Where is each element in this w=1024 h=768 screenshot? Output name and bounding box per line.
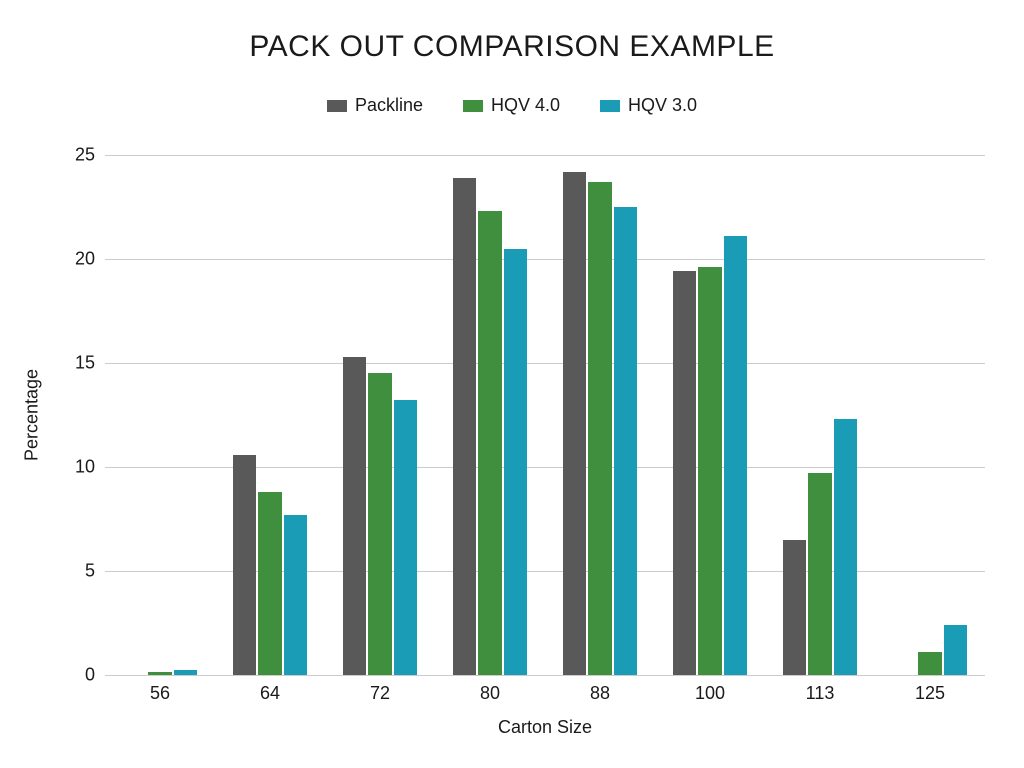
- x-axis-label: Carton Size: [498, 717, 592, 738]
- legend-swatch: [327, 100, 347, 112]
- x-tick-label: 72: [370, 675, 390, 704]
- chart-legend: Packline HQV 4.0 HQV 3.0: [0, 95, 1024, 116]
- bar: [174, 670, 198, 675]
- bar: [944, 625, 968, 675]
- bar: [233, 455, 257, 675]
- bar: [148, 672, 172, 675]
- legend-label: HQV 3.0: [628, 95, 697, 116]
- legend-swatch: [463, 100, 483, 112]
- plot-area: Percentage Carton Size 05101520255664728…: [105, 155, 985, 675]
- bar: [808, 473, 832, 675]
- bar: [258, 492, 282, 675]
- legend-label: HQV 4.0: [491, 95, 560, 116]
- y-tick-label: 5: [85, 561, 105, 582]
- legend-item: Packline: [327, 95, 423, 116]
- legend-item: HQV 3.0: [600, 95, 697, 116]
- legend-swatch: [600, 100, 620, 112]
- bar: [783, 540, 807, 675]
- bar: [563, 172, 587, 675]
- grid-line: [105, 155, 985, 156]
- bar: [394, 400, 418, 675]
- x-tick-label: 88: [590, 675, 610, 704]
- bar: [284, 515, 308, 675]
- y-axis-label: Percentage: [22, 369, 43, 461]
- y-tick-label: 20: [75, 249, 105, 270]
- grid-line: [105, 363, 985, 364]
- y-tick-label: 25: [75, 145, 105, 166]
- chart-container: PACK OUT COMPARISON EXAMPLE Packline HQV …: [0, 0, 1024, 768]
- grid-line: [105, 675, 985, 676]
- legend-label: Packline: [355, 95, 423, 116]
- bar: [673, 271, 697, 675]
- bar: [698, 267, 722, 675]
- y-tick-label: 15: [75, 353, 105, 374]
- bar: [724, 236, 748, 675]
- bar: [453, 178, 477, 675]
- bar: [834, 419, 858, 675]
- bar: [504, 249, 528, 675]
- legend-item: HQV 4.0: [463, 95, 560, 116]
- bar: [478, 211, 502, 675]
- x-tick-label: 56: [150, 675, 170, 704]
- bar: [368, 373, 392, 675]
- x-tick-label: 80: [480, 675, 500, 704]
- bar: [588, 182, 612, 675]
- x-tick-label: 64: [260, 675, 280, 704]
- x-tick-label: 125: [915, 675, 945, 704]
- y-tick-label: 0: [85, 665, 105, 686]
- grid-line: [105, 259, 985, 260]
- y-tick-label: 10: [75, 457, 105, 478]
- x-tick-label: 100: [695, 675, 725, 704]
- bar: [343, 357, 367, 675]
- bar: [918, 652, 942, 675]
- x-tick-label: 113: [806, 675, 835, 704]
- bar: [614, 207, 638, 675]
- chart-title: PACK OUT COMPARISON EXAMPLE: [0, 30, 1024, 64]
